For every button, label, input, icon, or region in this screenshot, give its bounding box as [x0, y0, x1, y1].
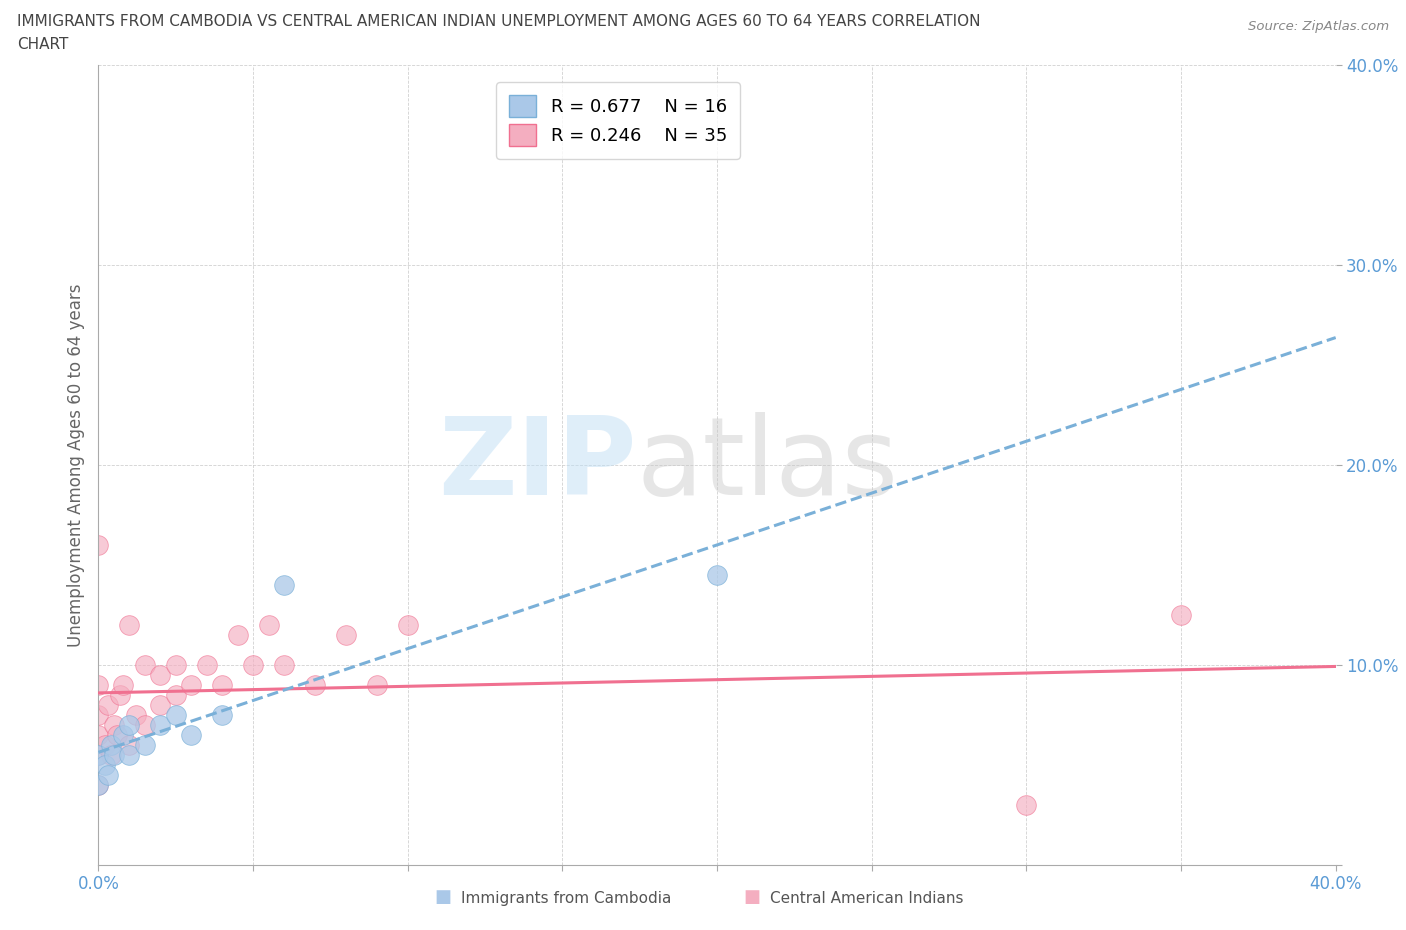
Text: ■: ■	[744, 888, 761, 906]
Point	[165, 687, 187, 702]
Point	[134, 737, 156, 752]
Text: ZIP: ZIP	[439, 412, 637, 518]
Point	[118, 748, 141, 763]
Point	[87, 777, 110, 792]
Point	[87, 677, 110, 692]
Point	[165, 708, 187, 723]
Text: CHART: CHART	[17, 37, 69, 52]
Text: Central American Indians: Central American Indians	[770, 891, 965, 906]
Point	[180, 727, 202, 742]
Point	[195, 658, 218, 672]
Point	[112, 677, 135, 692]
Point	[396, 618, 419, 632]
Point	[103, 748, 125, 763]
Point	[118, 737, 141, 752]
Legend: R = 0.677    N = 16, R = 0.246    N = 35: R = 0.677 N = 16, R = 0.246 N = 35	[496, 82, 740, 159]
Point	[97, 698, 120, 712]
Point	[149, 718, 172, 733]
Point	[118, 718, 141, 733]
Text: Source: ZipAtlas.com: Source: ZipAtlas.com	[1249, 20, 1389, 33]
Point	[93, 737, 115, 752]
Point	[1170, 607, 1192, 622]
Point	[273, 658, 295, 672]
Point	[112, 727, 135, 742]
Point	[226, 628, 249, 643]
Point	[100, 748, 122, 763]
Point	[134, 658, 156, 672]
Point	[211, 677, 233, 692]
Point	[134, 718, 156, 733]
Point	[304, 677, 326, 692]
Point	[87, 748, 110, 763]
Point	[1015, 798, 1038, 813]
Point	[87, 727, 110, 742]
Point	[257, 618, 280, 632]
Point	[273, 578, 295, 592]
Point	[242, 658, 264, 672]
Point	[149, 698, 172, 712]
Point	[105, 727, 128, 742]
Point	[87, 538, 110, 552]
Text: Immigrants from Cambodia: Immigrants from Cambodia	[461, 891, 672, 906]
Point	[87, 748, 110, 763]
Point	[118, 618, 141, 632]
Point	[93, 757, 115, 772]
Point	[108, 687, 131, 702]
Point	[165, 658, 187, 672]
Point	[366, 677, 388, 692]
Point	[211, 708, 233, 723]
Point	[180, 677, 202, 692]
Point	[87, 708, 110, 723]
Point	[706, 567, 728, 582]
Point	[100, 737, 122, 752]
Y-axis label: Unemployment Among Ages 60 to 64 years: Unemployment Among Ages 60 to 64 years	[66, 284, 84, 646]
Text: atlas: atlas	[637, 412, 898, 518]
Point	[87, 777, 110, 792]
Text: IMMIGRANTS FROM CAMBODIA VS CENTRAL AMERICAN INDIAN UNEMPLOYMENT AMONG AGES 60 T: IMMIGRANTS FROM CAMBODIA VS CENTRAL AMER…	[17, 14, 980, 29]
Point	[335, 628, 357, 643]
Point	[149, 668, 172, 683]
Point	[97, 767, 120, 782]
Text: ■: ■	[434, 888, 451, 906]
Point	[124, 708, 146, 723]
Point	[103, 718, 125, 733]
